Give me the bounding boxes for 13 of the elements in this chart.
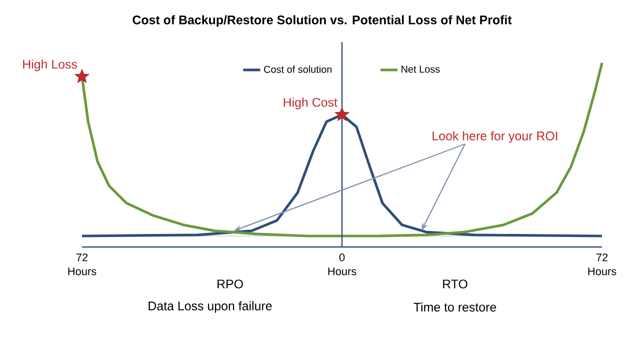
chart-title: Cost of Backup/Restore Solution vs. Potential Loss of Net Profit <box>132 15 512 27</box>
x-tick-label: 72 Hours <box>68 254 96 276</box>
legend-label: Net Loss <box>402 66 440 73</box>
legend-label: Cost of solution <box>264 66 332 73</box>
x-tick-label: 0 Hours <box>328 254 356 276</box>
text: Time to restore <box>414 302 496 312</box>
annotation: High Cost <box>284 98 338 110</box>
annotation: Look here for your ROI <box>432 131 558 143</box>
text: RTO <box>443 280 468 288</box>
text: RPO <box>218 280 243 288</box>
text: Data Loss upon failure <box>148 301 272 313</box>
annotation: High Loss <box>23 60 78 72</box>
x-tick-label: 72 Hours <box>588 254 616 276</box>
